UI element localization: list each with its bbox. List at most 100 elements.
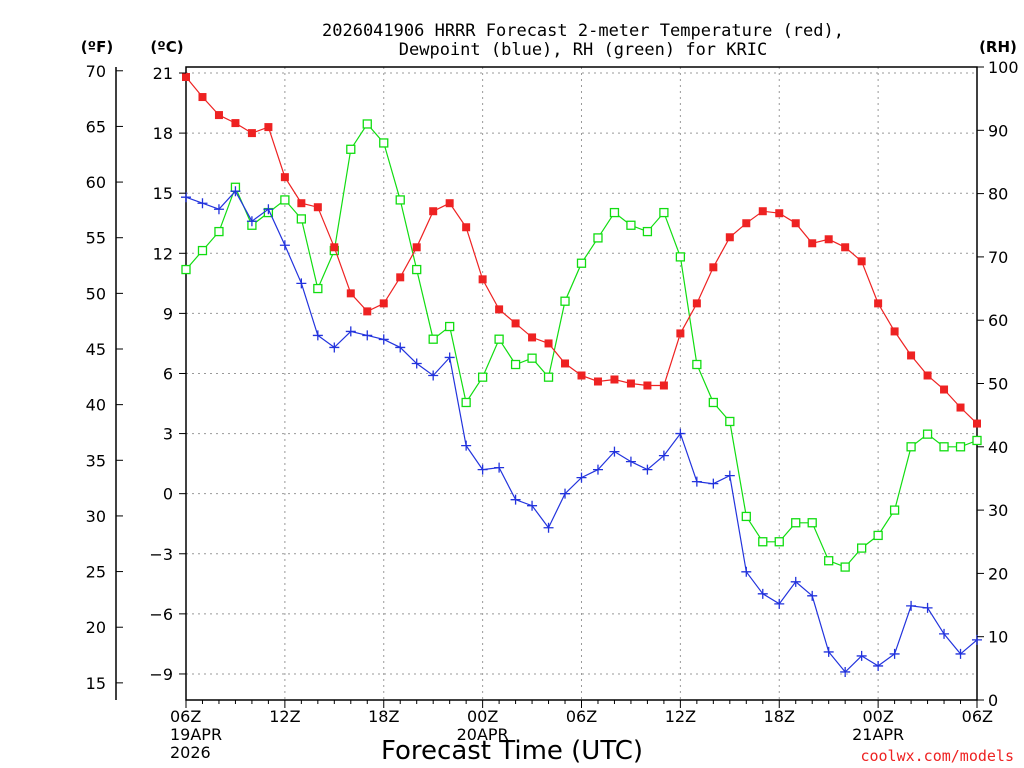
dewpoint-point [345, 326, 356, 337]
temperature-point [214, 111, 223, 120]
temperature-point [495, 305, 504, 314]
temperature-point [363, 307, 372, 316]
temperature-point [544, 339, 553, 348]
fahrenheit-tick-label: 25 [86, 563, 106, 582]
rh-point [576, 258, 587, 268]
rh-point [906, 442, 916, 452]
temperature-point [956, 403, 965, 412]
temperature-point [182, 73, 190, 82]
dewpoint-point [560, 488, 571, 499]
dewpoint-point [312, 330, 323, 341]
rh-tick-label: 30 [988, 501, 1008, 520]
temperature-point [940, 385, 949, 394]
x-tick-label: 21APR [852, 725, 904, 744]
temperature-point [808, 239, 817, 248]
dewpoint-point [889, 648, 900, 659]
temperature-point [725, 233, 734, 242]
dewpoint-point [807, 590, 818, 601]
temperature-point [264, 123, 273, 132]
celsius-tick-label: 18 [153, 124, 173, 143]
rh-point [593, 233, 603, 243]
temperature-point [742, 219, 751, 228]
chart-title-line1: 2026041906 HRRR Forecast 2-meter Tempera… [322, 21, 844, 41]
rh-tick-label: 90 [988, 121, 1008, 140]
temperature-point [874, 299, 883, 308]
celsius-tick-label: −9 [149, 665, 173, 684]
dewpoint-point [675, 428, 686, 439]
rh-tick-label: 20 [988, 564, 1008, 583]
celsius-tick-label: 15 [153, 184, 173, 203]
rh-point [494, 334, 504, 344]
fahrenheit-tick-label: 70 [86, 62, 106, 81]
celsius-tick-label: 21 [153, 64, 173, 83]
rh-point [197, 245, 208, 256]
rh-point [840, 562, 850, 572]
temperature-point [280, 173, 289, 182]
fahrenheit-tick-label: 40 [86, 396, 106, 415]
rh-point [692, 359, 702, 370]
temperature-point [709, 263, 718, 272]
rh-point [856, 543, 867, 553]
dewpoint-point [329, 342, 340, 353]
series-dewpoint [181, 186, 982, 677]
credit-label: coolwx.com/models [860, 747, 1014, 765]
temperature-point [412, 243, 421, 252]
dewpoint-point [230, 186, 241, 197]
temperature-point [330, 243, 339, 252]
fahrenheit-tick-label: 60 [86, 173, 106, 192]
dewpoint-point [691, 476, 702, 487]
x-tick-label: 12Z [665, 707, 696, 726]
rh-point [477, 372, 488, 382]
rh-point [708, 397, 718, 408]
dewpoint-point [181, 192, 191, 203]
rh-point [362, 119, 372, 129]
x-tick-label: 06Z [962, 707, 993, 726]
dewpoint-point [296, 278, 307, 289]
temperature-point [478, 275, 487, 284]
temperature-point [692, 299, 701, 308]
rh-point [626, 220, 636, 230]
rh-point [543, 372, 554, 382]
rh-point [675, 252, 686, 262]
rh-point [807, 518, 817, 528]
celsius-tick-label: 12 [153, 244, 173, 263]
dewpoint-point [790, 576, 801, 587]
rh-point [609, 207, 620, 218]
fahrenheit-tick-label: 65 [86, 117, 106, 136]
x-tick-label: 2026 [170, 743, 211, 762]
rh-tick-label: 10 [988, 628, 1008, 647]
fahrenheit-unit-label: (ºF) [81, 38, 113, 56]
grid-lines [185, 67, 978, 700]
x-axis-title: Forecast Time (UTC) [381, 736, 643, 766]
temperature-point [626, 379, 635, 388]
temperature-point [676, 329, 685, 338]
rh-tick-label: 40 [988, 438, 1008, 457]
dewpoint-point [543, 522, 554, 533]
rh-point [346, 144, 356, 154]
rh-point [461, 397, 471, 408]
temperature-point [445, 199, 454, 208]
dewpoint-point [197, 198, 208, 209]
plot-frame [115, 66, 978, 701]
rh-tick-label: 100 [988, 58, 1019, 77]
temperature-point [791, 219, 800, 228]
temperature-point [659, 381, 668, 390]
rh-point [642, 226, 653, 237]
rh-point [791, 518, 801, 528]
dewpoint-point [757, 588, 768, 599]
temperature-point [379, 299, 388, 308]
temperature-point [528, 333, 537, 342]
temperature-point [198, 93, 207, 102]
dewpoint-point [246, 216, 257, 227]
rh-point [873, 530, 883, 541]
rh-point [395, 195, 405, 205]
rh-point [527, 353, 537, 363]
axes-layer: 211815129630−3−6−97065605550454035302520… [86, 58, 1019, 762]
dewpoint-point [625, 456, 636, 467]
dewpoint-point [609, 446, 620, 457]
rh-point [889, 505, 900, 515]
temperature-point [429, 207, 438, 216]
temperature-point [297, 199, 306, 208]
dewpoint-point [395, 342, 406, 353]
